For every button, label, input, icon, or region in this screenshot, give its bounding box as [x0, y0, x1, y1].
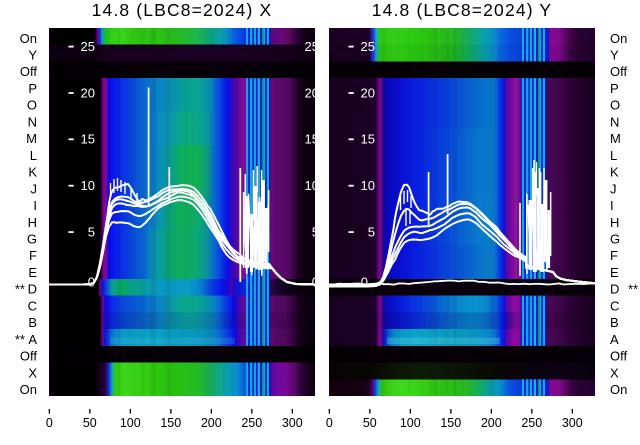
svg-text:G: G [610, 231, 620, 246]
svg-text:10: 10 [361, 178, 375, 193]
svg-text:F: F [29, 248, 37, 263]
svg-text:250: 250 [521, 416, 542, 430]
svg-text:O: O [27, 98, 37, 113]
svg-text:A: A [28, 332, 37, 347]
svg-text:I: I [610, 198, 614, 213]
svg-text:0: 0 [326, 416, 333, 430]
svg-text:J: J [31, 181, 38, 196]
svg-text:0: 0 [88, 275, 95, 290]
svg-text:5: 5 [88, 225, 95, 240]
svg-text:25: 25 [361, 39, 375, 54]
svg-text:5: 5 [368, 225, 375, 240]
svg-text:H: H [610, 215, 619, 230]
svg-text:I: I [33, 198, 37, 213]
svg-text:A: A [610, 332, 619, 347]
svg-text:M: M [26, 131, 37, 146]
svg-text:20: 20 [81, 85, 95, 100]
svg-text:20: 20 [361, 85, 375, 100]
svg-text:25: 25 [305, 39, 319, 54]
svg-text:100: 100 [400, 416, 421, 430]
svg-text:Y: Y [610, 47, 619, 62]
svg-text:F: F [610, 248, 618, 263]
svg-text:150: 150 [440, 416, 461, 430]
svg-text:D: D [28, 282, 37, 297]
svg-text:10: 10 [305, 178, 319, 193]
svg-text:15: 15 [361, 132, 375, 147]
svg-text:K: K [610, 165, 619, 180]
svg-text:B: B [28, 315, 37, 330]
svg-text:250: 250 [241, 416, 262, 430]
svg-text:14.8 (LBC8=2024) Y: 14.8 (LBC8=2024) Y [372, 0, 552, 20]
svg-text:H: H [28, 215, 37, 230]
svg-text:P: P [610, 81, 619, 96]
svg-text:K: K [28, 165, 37, 180]
svg-text:0: 0 [46, 416, 53, 430]
svg-text:N: N [610, 114, 619, 129]
svg-text:C: C [610, 298, 619, 313]
svg-text:5: 5 [312, 225, 319, 240]
svg-text:**: ** [628, 282, 638, 297]
svg-text:**: ** [15, 332, 25, 347]
svg-text:E: E [28, 265, 37, 280]
svg-text:G: G [27, 231, 37, 246]
svg-text:150: 150 [160, 416, 181, 430]
svg-text:Off: Off [610, 64, 627, 79]
svg-text:100: 100 [120, 416, 141, 430]
svg-text:15: 15 [81, 132, 95, 147]
svg-text:10: 10 [81, 178, 95, 193]
svg-text:On: On [610, 382, 627, 397]
svg-text:300: 300 [562, 416, 583, 430]
svg-text:L: L [610, 148, 617, 163]
svg-text:E: E [610, 265, 619, 280]
svg-text:D: D [610, 282, 619, 297]
svg-text:B: B [610, 315, 619, 330]
svg-text:On: On [20, 382, 37, 397]
svg-text:J: J [610, 181, 617, 196]
svg-text:C: C [28, 298, 37, 313]
svg-text:M: M [610, 131, 621, 146]
svg-text:14.8 (LBC8=2024) X: 14.8 (LBC8=2024) X [92, 0, 273, 20]
svg-text:P: P [28, 81, 37, 96]
svg-text:**: ** [15, 282, 25, 297]
svg-text:200: 200 [201, 416, 222, 430]
svg-text:N: N [28, 114, 37, 129]
svg-text:X: X [610, 365, 619, 380]
svg-text:20: 20 [305, 85, 319, 100]
svg-text:50: 50 [363, 416, 377, 430]
svg-text:25: 25 [81, 39, 95, 54]
svg-text:Y: Y [28, 47, 37, 62]
svg-text:On: On [610, 31, 627, 46]
svg-text:200: 200 [481, 416, 502, 430]
svg-text:0: 0 [361, 275, 368, 290]
svg-text:X: X [28, 365, 37, 380]
svg-text:Off: Off [20, 349, 37, 364]
svg-text:Off: Off [610, 349, 627, 364]
svg-text:Off: Off [20, 64, 37, 79]
svg-text:0: 0 [312, 275, 319, 290]
svg-text:50: 50 [83, 416, 97, 430]
svg-text:15: 15 [305, 132, 319, 147]
svg-text:L: L [30, 148, 37, 163]
svg-text:On: On [20, 31, 37, 46]
svg-text:O: O [610, 98, 620, 113]
svg-text:300: 300 [282, 416, 303, 430]
